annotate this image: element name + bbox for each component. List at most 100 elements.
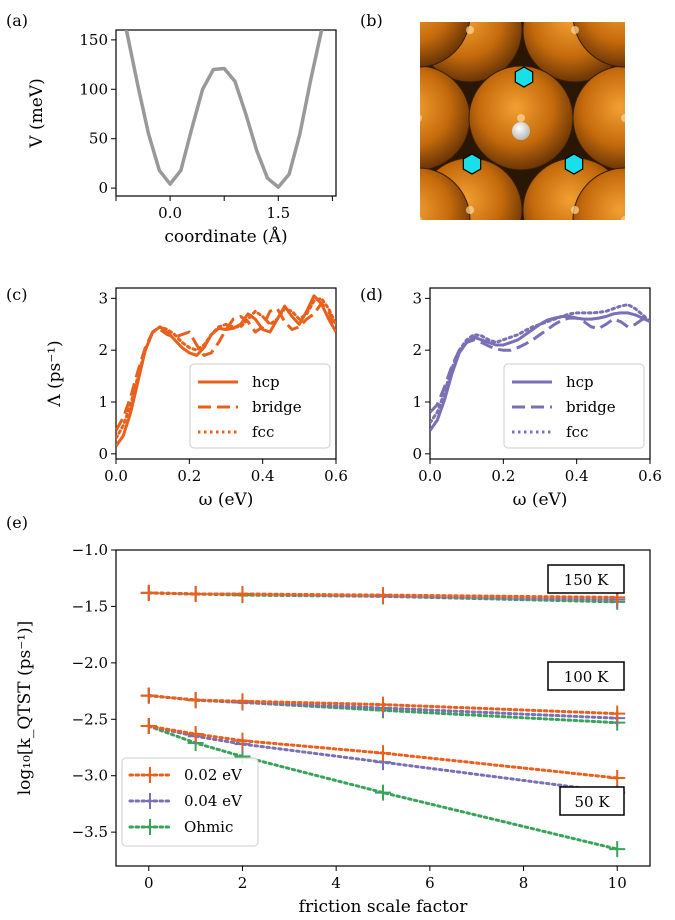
y-tick-label: 1 bbox=[412, 393, 422, 411]
potential-panel: 0.0 1.5 0 50 100 150 coordinate (Å) V (meV) bbox=[27, 29, 337, 247]
data-marker bbox=[609, 705, 626, 722]
y-tick-label: 150 bbox=[79, 31, 108, 49]
hydrogen-atom bbox=[512, 122, 530, 140]
data-marker bbox=[234, 586, 251, 603]
metal-atom bbox=[420, 167, 471, 220]
x-tick-label: 0.6 bbox=[324, 467, 348, 485]
data-marker bbox=[234, 732, 251, 749]
x-tick-label: 0.6 bbox=[638, 467, 662, 485]
x-tick-label: 1.5 bbox=[266, 204, 290, 222]
y-tick-label: 100 bbox=[79, 80, 108, 98]
y-tick-label: 0 bbox=[98, 445, 108, 463]
atom-highlight bbox=[420, 114, 422, 122]
x-tick-label: 0.4 bbox=[565, 467, 589, 485]
x-axis-label: friction scale factor bbox=[299, 897, 469, 917]
fcc-site-marker bbox=[462, 153, 482, 175]
fcc-site-marker-2 bbox=[564, 153, 584, 175]
metal-atom bbox=[572, 167, 625, 220]
hcp-site-marker bbox=[514, 66, 534, 88]
atom-highlight bbox=[621, 114, 625, 122]
axes-frame bbox=[115, 549, 651, 867]
atom-highlight bbox=[571, 206, 579, 214]
legend-label: bridge bbox=[252, 398, 302, 416]
axes-frame bbox=[115, 29, 337, 197]
series-fcc bbox=[430, 303, 650, 425]
y-tick-label: 0 bbox=[412, 445, 422, 463]
x-tick-label: 0.0 bbox=[104, 467, 128, 485]
x-axis-label: coordinate (Å) bbox=[164, 226, 287, 247]
series-bridge bbox=[430, 316, 650, 414]
friction-panel-d: 0.0 0.2 0.4 0.6 0 1 2 3 ω (eV) hcp bridge fcc bbox=[412, 287, 662, 510]
data-marker bbox=[140, 687, 157, 704]
atom-highlight bbox=[466, 26, 474, 34]
atom-highlight bbox=[420, 216, 422, 220]
legend-marker bbox=[142, 793, 158, 809]
y-tick-label: 2 bbox=[412, 341, 422, 359]
y-tick-label: −2.5 bbox=[72, 710, 108, 728]
legend-box bbox=[503, 363, 645, 449]
data-marker bbox=[140, 718, 157, 735]
panel-label-d: (d) bbox=[360, 285, 383, 304]
y-tick-label: 2 bbox=[98, 341, 108, 359]
atom-highlight bbox=[517, 114, 525, 122]
data-marker bbox=[187, 692, 204, 709]
axes-frame bbox=[115, 287, 337, 460]
temperature-label: 50 K bbox=[574, 793, 610, 811]
y-axis-label: V (meV) bbox=[27, 78, 47, 148]
data-marker bbox=[609, 841, 626, 858]
x-tick-label: 0.2 bbox=[491, 467, 515, 485]
panel-label-b: (b) bbox=[360, 11, 383, 30]
y-tick-label: 1 bbox=[98, 393, 108, 411]
data-marker bbox=[375, 587, 391, 604]
atom-highlight bbox=[466, 206, 474, 214]
data-marker bbox=[375, 745, 391, 762]
series-fcc bbox=[116, 296, 336, 440]
legend-label: hcp bbox=[566, 373, 594, 391]
atom-highlight bbox=[621, 11, 629, 19]
panel-label-a: (a) bbox=[6, 11, 28, 30]
temperature-label: 150 K bbox=[564, 571, 609, 589]
surface-structure-image bbox=[420, 11, 629, 220]
y-tick-label: 3 bbox=[98, 289, 108, 307]
temperature-box bbox=[559, 786, 625, 816]
data-marker bbox=[187, 586, 204, 603]
temperature-box bbox=[547, 661, 625, 691]
legend-label: bridge bbox=[566, 398, 616, 416]
x-tick-label: 0 bbox=[144, 874, 154, 892]
y-tick-label: −3.5 bbox=[72, 823, 108, 841]
legend-label: 0.04 eV bbox=[184, 792, 243, 810]
x-tick-label: 0.0 bbox=[418, 467, 442, 485]
metal-atom bbox=[572, 65, 625, 171]
temperature-box bbox=[547, 564, 625, 594]
legend-box bbox=[121, 757, 259, 847]
temperature-label: 100 K bbox=[564, 668, 609, 686]
y-tick-label: −1.5 bbox=[72, 597, 108, 615]
data-marker bbox=[609, 769, 626, 786]
y-axis-label: log₁₀[k_QTST (ps⁻¹)] bbox=[15, 621, 35, 796]
x-tick-label: 8 bbox=[519, 874, 529, 892]
legend-label: fcc bbox=[566, 423, 588, 441]
x-tick-label: 0.4 bbox=[251, 467, 275, 485]
legend-label: hcp bbox=[252, 373, 280, 391]
rate-panel: 0 2 4 6 8 10 −1.0 −1.5 −2.0 −2.5 −3.0 −3.5 friction … bbox=[15, 541, 651, 917]
y-tick-label: −2.0 bbox=[72, 654, 108, 672]
metal-atom bbox=[420, 65, 471, 171]
y-tick-label: 50 bbox=[89, 130, 108, 148]
atom-highlight bbox=[621, 216, 625, 220]
legend-label: 0.02 eV bbox=[184, 766, 243, 784]
y-tick-label: 3 bbox=[412, 289, 422, 307]
data-marker bbox=[375, 696, 391, 713]
legend-marker bbox=[142, 767, 158, 783]
x-tick-label: 10 bbox=[608, 874, 627, 892]
panel-label-e: (e) bbox=[6, 513, 28, 532]
panel-label-c: (c) bbox=[6, 285, 27, 304]
legend-box bbox=[189, 363, 331, 449]
data-marker bbox=[140, 584, 157, 601]
axes-frame bbox=[429, 287, 651, 460]
legend-label: fcc bbox=[252, 423, 274, 441]
y-tick-label: −3.0 bbox=[72, 767, 108, 785]
data-marker bbox=[187, 725, 204, 742]
metal-atom bbox=[420, 22, 471, 68]
x-tick-label: 0.2 bbox=[177, 467, 201, 485]
